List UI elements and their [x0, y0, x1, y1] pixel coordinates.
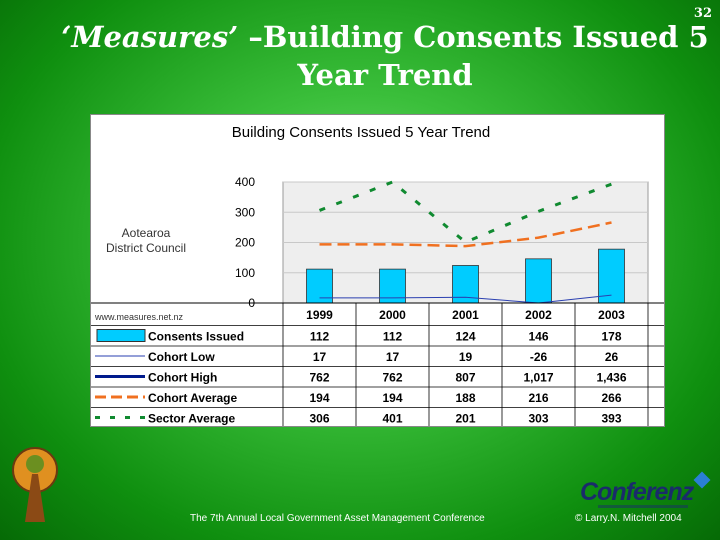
data-label: 306 — [309, 412, 329, 426]
slide-number: 32 — [693, 6, 712, 21]
category-label: 1999 — [306, 308, 333, 322]
data-label: 124 — [455, 330, 475, 344]
data-label: 266 — [601, 391, 621, 405]
y-tick-label: 200 — [235, 236, 255, 250]
data-label: 807 — [455, 371, 475, 385]
bar — [306, 268, 333, 304]
y-tick-label: 300 — [235, 205, 255, 219]
y-axis-label-line2: District Council — [106, 241, 186, 255]
logo-mark-icon — [693, 471, 711, 489]
data-label: 188 — [455, 391, 475, 405]
bar — [525, 258, 552, 304]
footer-conference: The 7th Annual Local Government Asset Ma… — [190, 513, 485, 524]
data-label: -26 — [530, 350, 548, 364]
category-label: 2002 — [525, 308, 552, 322]
data-label: 762 — [309, 371, 329, 385]
data-label: 194 — [382, 391, 402, 405]
series-line-cohort-average — [319, 221, 612, 248]
data-label: 178 — [601, 330, 621, 344]
category-label: 2000 — [379, 308, 406, 322]
y-tick-label: 400 — [235, 175, 255, 189]
data-label: 17 — [313, 350, 327, 364]
data-label: 146 — [528, 330, 548, 344]
data-label: 112 — [383, 330, 403, 344]
data-label: 17 — [386, 350, 400, 364]
legend-label: Cohort Average — [148, 391, 237, 405]
logo-underline — [598, 505, 688, 508]
tree-logo-icon — [12, 447, 58, 522]
chart-svg: Building Consents Issued 5 Year Trend010… — [91, 124, 664, 426]
title-rest: –Building Consents Issued 5 Year Trend — [238, 20, 709, 92]
data-label: 1,436 — [596, 371, 626, 385]
data-label: 19 — [459, 350, 473, 364]
data-label: 762 — [382, 371, 402, 385]
data-label: 393 — [601, 412, 621, 426]
data-label: 1,017 — [523, 371, 553, 385]
data-label: 201 — [455, 412, 475, 426]
conferenz-logo: Conferenz — [580, 478, 694, 506]
chart-panel: Building Consents Issued 5 Year Trend 0 10… — [90, 114, 665, 427]
bar — [598, 248, 625, 304]
category-label: 2003 — [598, 308, 625, 322]
category-label: 2001 — [452, 308, 479, 322]
data-label: 194 — [309, 391, 329, 405]
y-tick-label: 100 — [235, 266, 255, 280]
chart-title: Building Consents Issued 5 Year Trend — [232, 124, 491, 141]
chart-source: www.measures.net.nz — [94, 312, 184, 322]
data-label: 303 — [528, 412, 548, 426]
title-quote: ‘Measures’ — [61, 20, 239, 54]
legend-label: Sector Average — [148, 412, 235, 426]
legend-label: Cohort High — [148, 371, 217, 385]
legend-label: Cohort Low — [148, 350, 215, 364]
legend-swatch-bar — [96, 329, 146, 342]
data-label: 401 — [382, 412, 402, 426]
series-line-cohort-low — [319, 294, 612, 304]
y-axis-label-line1: Aotearoa — [122, 226, 171, 240]
data-label: 26 — [605, 350, 619, 364]
slide-title: ‘Measures’ –Building Consents Issued 5 Y… — [60, 18, 710, 94]
data-label: 112 — [310, 330, 330, 344]
legend-label: Consents Issued — [148, 330, 244, 344]
data-label: 216 — [528, 391, 548, 405]
footer-copyright: © Larry.N. Mitchell 2004 — [575, 513, 682, 524]
